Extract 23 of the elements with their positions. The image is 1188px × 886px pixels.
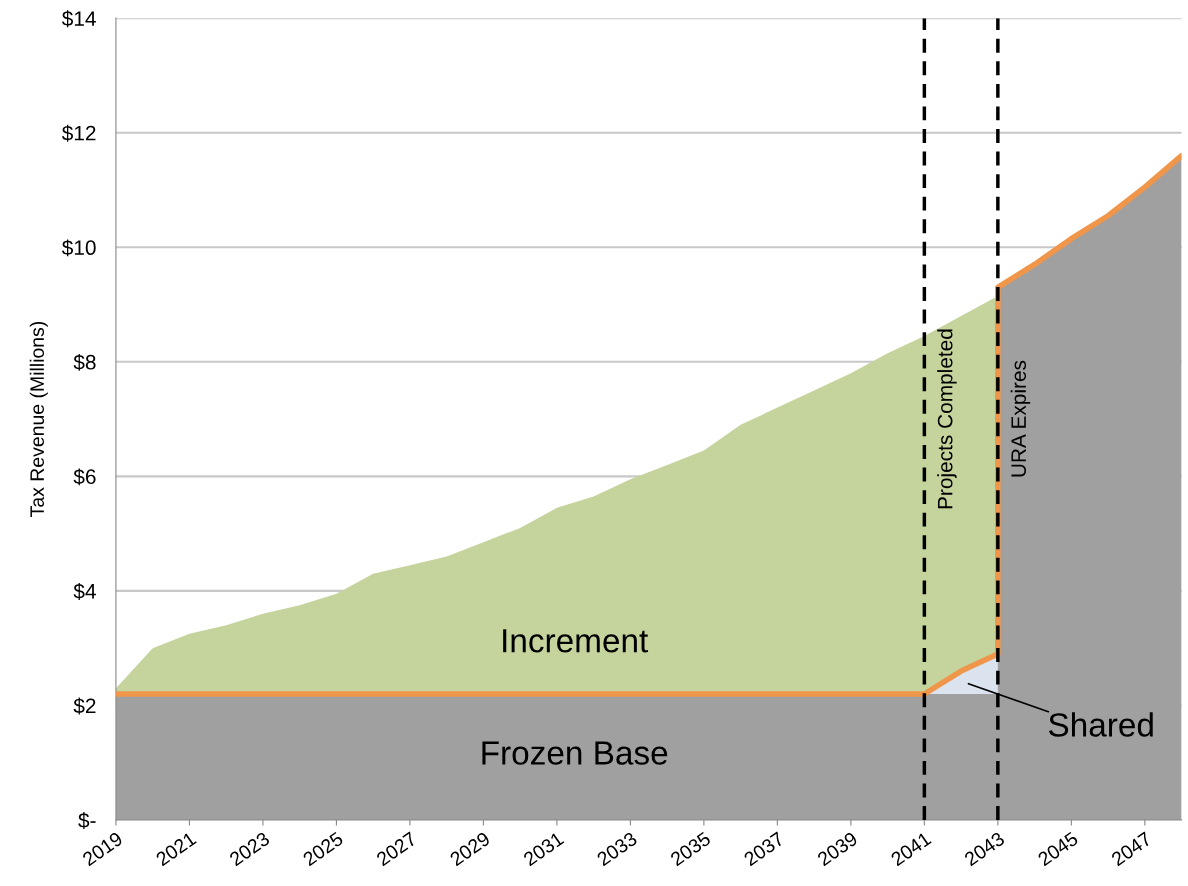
x-tick-label: 2033 (596, 831, 638, 867)
series-label: Frozen Base (482, 741, 668, 765)
x-tick-label: 2041 (890, 831, 932, 867)
x-tick-label: 2039 (816, 831, 859, 867)
y-tick-label: $2 (73, 697, 96, 715)
y-tick-label: $6 (73, 468, 96, 486)
x-tick-label: 2031 (522, 831, 565, 867)
y-tick-label: $8 (73, 353, 96, 371)
series-label: Increment (503, 629, 649, 653)
y-tick-label: $14 (61, 10, 96, 28)
x-tick-label: 2021 (155, 831, 197, 867)
y-axis-title: Tax Revenue (Millions) (29, 321, 48, 517)
ref-line-label: Projects Completed (937, 329, 957, 509)
series-label: Shared (1048, 712, 1153, 737)
x-tick-label: 2029 (449, 831, 491, 867)
ref-line-label: URA Expires (1010, 360, 1031, 477)
y-tick-label: $10 (61, 239, 96, 257)
y-tick-label: $- (78, 812, 96, 829)
y-tick-label: $4 (73, 583, 96, 600)
y-tick-label: $12 (61, 124, 96, 142)
x-tick-label: 2043 (963, 831, 1006, 867)
x-tick-label: 2023 (228, 831, 271, 867)
x-tick-label: 2019 (81, 831, 124, 867)
